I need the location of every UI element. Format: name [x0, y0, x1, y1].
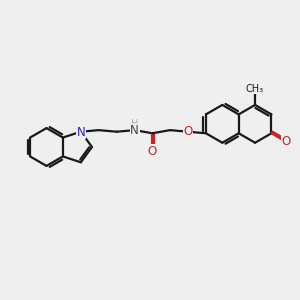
- Text: O: O: [282, 136, 291, 148]
- Text: O: O: [148, 145, 157, 158]
- Text: CH₃: CH₃: [246, 84, 264, 94]
- Text: O: O: [183, 125, 193, 138]
- Text: H: H: [131, 118, 138, 128]
- Text: N: N: [77, 126, 86, 139]
- Text: N: N: [130, 124, 139, 136]
